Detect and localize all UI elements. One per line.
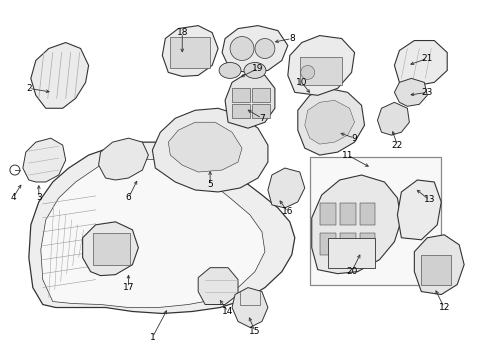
Text: 8: 8 xyxy=(289,34,294,43)
Polygon shape xyxy=(198,268,238,305)
Bar xyxy=(252,104,270,118)
Bar xyxy=(232,88,250,102)
Polygon shape xyxy=(31,42,89,108)
Polygon shape xyxy=(288,36,355,95)
Text: 11: 11 xyxy=(342,150,353,159)
Bar xyxy=(310,157,441,285)
Text: 16: 16 xyxy=(282,207,294,216)
Text: 1: 1 xyxy=(149,333,155,342)
Bar xyxy=(171,37,210,68)
Polygon shape xyxy=(152,108,268,192)
Text: 6: 6 xyxy=(125,193,131,202)
Text: 18: 18 xyxy=(176,28,188,37)
Bar xyxy=(328,238,375,268)
Polygon shape xyxy=(298,88,365,155)
Ellipse shape xyxy=(219,62,241,78)
Polygon shape xyxy=(225,72,275,128)
Bar xyxy=(93,233,130,265)
Text: 21: 21 xyxy=(421,54,433,63)
Polygon shape xyxy=(415,235,464,294)
Text: 22: 22 xyxy=(392,141,403,150)
Polygon shape xyxy=(162,26,218,76)
Bar xyxy=(360,233,375,255)
Text: 17: 17 xyxy=(122,283,134,292)
Circle shape xyxy=(301,66,315,80)
Polygon shape xyxy=(268,168,305,208)
Ellipse shape xyxy=(244,62,266,78)
Text: 13: 13 xyxy=(423,195,435,204)
Polygon shape xyxy=(168,122,242,172)
Circle shape xyxy=(10,165,20,175)
Polygon shape xyxy=(312,175,401,274)
Text: 4: 4 xyxy=(10,193,16,202)
Text: 19: 19 xyxy=(252,64,264,73)
Bar xyxy=(360,203,375,225)
Bar xyxy=(340,203,356,225)
Polygon shape xyxy=(29,142,295,314)
Text: 12: 12 xyxy=(439,303,450,312)
Polygon shape xyxy=(23,138,66,182)
Text: 7: 7 xyxy=(259,114,265,123)
Polygon shape xyxy=(232,288,268,328)
Text: 10: 10 xyxy=(296,78,308,87)
Bar xyxy=(300,58,342,85)
Bar xyxy=(319,233,336,255)
Bar xyxy=(319,203,336,225)
Polygon shape xyxy=(377,102,409,135)
Text: 9: 9 xyxy=(352,134,357,143)
Polygon shape xyxy=(83,222,138,276)
Text: 2: 2 xyxy=(26,84,32,93)
Bar xyxy=(421,255,451,285)
Polygon shape xyxy=(305,100,355,144)
Circle shape xyxy=(230,37,254,60)
Polygon shape xyxy=(397,180,441,240)
Text: 5: 5 xyxy=(207,180,213,189)
Text: 3: 3 xyxy=(36,193,42,202)
Polygon shape xyxy=(394,78,427,106)
Bar xyxy=(232,104,250,118)
Polygon shape xyxy=(98,138,148,180)
Bar xyxy=(252,88,270,102)
Circle shape xyxy=(255,39,275,58)
Bar xyxy=(340,233,356,255)
Polygon shape xyxy=(222,26,288,72)
Text: 20: 20 xyxy=(346,267,357,276)
Polygon shape xyxy=(394,41,447,85)
Text: 15: 15 xyxy=(249,327,261,336)
Text: 23: 23 xyxy=(421,88,433,97)
Text: 14: 14 xyxy=(222,307,234,316)
Polygon shape xyxy=(41,158,265,307)
